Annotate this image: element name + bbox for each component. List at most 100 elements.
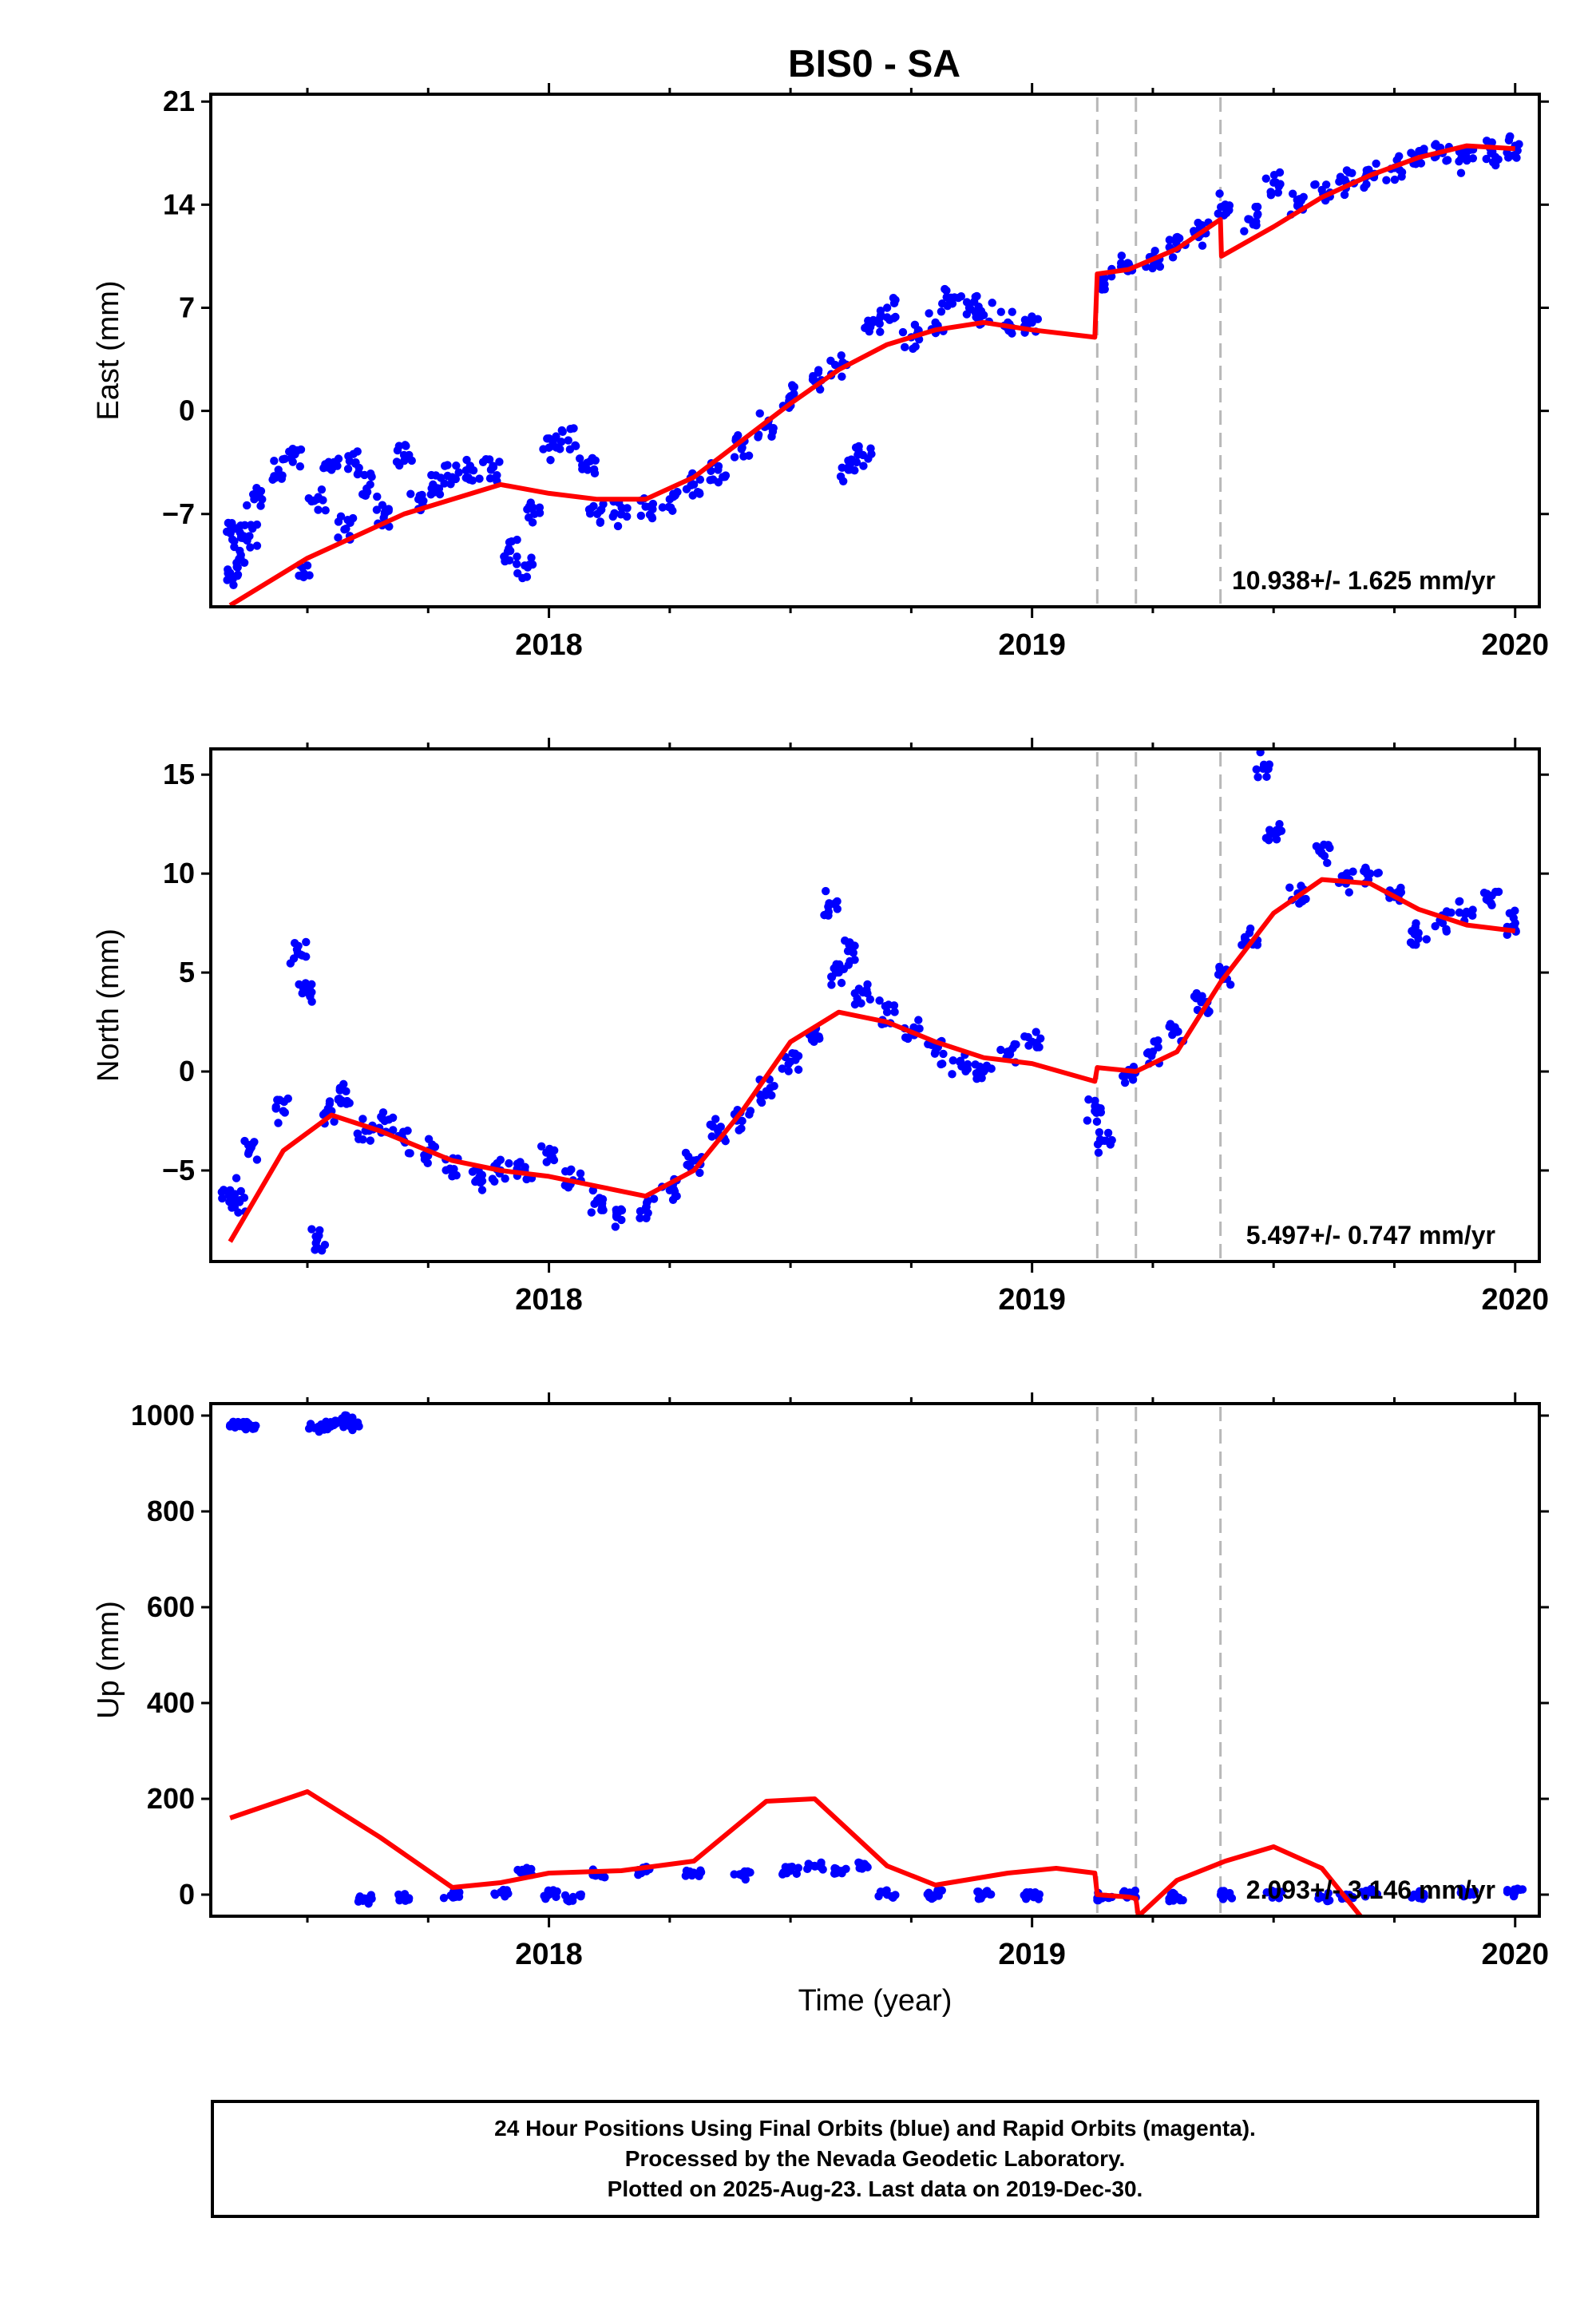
data-point	[1024, 1032, 1032, 1042]
data-point	[610, 509, 619, 517]
data-point	[688, 491, 697, 500]
data-point	[975, 1067, 984, 1075]
data-point	[507, 537, 516, 546]
data-point	[1469, 1890, 1478, 1899]
data-point	[1269, 170, 1279, 180]
data-point	[465, 461, 475, 470]
data-point	[1226, 980, 1235, 989]
data-point	[1154, 1043, 1162, 1052]
data-point	[549, 1155, 559, 1165]
data-point	[1431, 921, 1440, 931]
data-point	[1461, 150, 1471, 160]
plot-frame	[209, 1402, 1541, 1918]
data-point	[957, 1062, 966, 1071]
data-point	[1216, 1891, 1226, 1899]
data-point	[523, 563, 533, 572]
x-axis-label: Time (year)	[798, 1984, 952, 2018]
y-tick-label: −7	[162, 497, 195, 530]
data-point	[502, 1886, 512, 1895]
data-point	[366, 1136, 375, 1145]
data-point	[838, 1868, 846, 1878]
data-point	[334, 517, 343, 526]
data-point	[852, 457, 861, 467]
data-point	[552, 1892, 560, 1902]
data-point	[1272, 835, 1281, 844]
data-point	[539, 445, 548, 453]
data-point	[948, 1056, 957, 1065]
data-point	[428, 1143, 438, 1151]
data-point	[938, 1059, 947, 1068]
y-tick-label: 800	[147, 1495, 195, 1527]
data-point	[252, 541, 262, 550]
data-point	[443, 461, 452, 469]
y-axis-label: North (mm)	[92, 929, 125, 1082]
model-curve	[228, 877, 1516, 1243]
data-point	[529, 503, 537, 513]
data-point	[1172, 238, 1181, 248]
data-point	[1252, 765, 1261, 774]
data-point	[1374, 869, 1383, 877]
data-point	[378, 1114, 387, 1123]
data-point	[295, 462, 305, 471]
data-point	[613, 521, 623, 531]
data-point	[575, 454, 584, 463]
data-point	[465, 475, 474, 484]
data-point	[549, 1146, 559, 1155]
data-point	[1340, 190, 1349, 200]
data-point	[706, 476, 715, 485]
y-tick-label: 5	[179, 956, 195, 988]
data-point	[972, 1074, 981, 1083]
data-point	[739, 452, 748, 461]
data-point	[373, 492, 382, 501]
data-point	[1321, 180, 1331, 189]
data-point	[314, 505, 323, 514]
data-point	[283, 1094, 292, 1103]
data-point	[298, 988, 307, 998]
data-point	[325, 1097, 335, 1106]
data-point	[585, 509, 595, 518]
data-point	[1024, 1041, 1033, 1050]
data-point	[224, 565, 232, 574]
data-point	[334, 533, 343, 542]
data-point	[1084, 1095, 1093, 1104]
panel-east: −7 0 7 14 21 2018 2019 2020 East (mm) 10.938+/- 1…	[92, 83, 1549, 662]
data-point	[404, 1894, 414, 1903]
data-point	[716, 1123, 725, 1131]
y-tick-label: 14	[163, 188, 195, 220]
data-point	[1461, 909, 1470, 918]
data-point	[926, 1891, 935, 1901]
data-point	[937, 1886, 946, 1895]
data-point	[287, 453, 296, 463]
data-point	[1468, 154, 1478, 163]
data-point	[250, 489, 259, 499]
data-point	[838, 372, 846, 381]
data-point	[966, 305, 976, 314]
data-point	[844, 960, 853, 969]
data-point	[859, 461, 868, 470]
data-point	[1026, 1887, 1035, 1897]
data-point	[256, 486, 266, 496]
data-point	[1412, 919, 1420, 928]
data-point	[560, 1166, 570, 1176]
data-point	[821, 886, 830, 896]
data-point	[1253, 941, 1262, 949]
data-point	[314, 1422, 323, 1432]
data-point	[982, 1887, 991, 1896]
data-point	[1267, 1886, 1277, 1895]
data-point	[302, 953, 311, 961]
data-point	[518, 573, 527, 583]
y-tick-label: 0	[179, 394, 195, 427]
data-point	[1363, 869, 1372, 879]
data-point	[891, 1891, 900, 1899]
data-point	[1198, 992, 1206, 1000]
data-point	[556, 438, 566, 446]
data-point	[962, 298, 972, 307]
data-point	[761, 1091, 770, 1099]
data-point	[672, 1191, 681, 1201]
data-point	[937, 307, 946, 316]
data-point	[1295, 195, 1304, 204]
data-point	[270, 457, 279, 465]
data-point	[1341, 176, 1349, 184]
data-point	[236, 1186, 245, 1196]
